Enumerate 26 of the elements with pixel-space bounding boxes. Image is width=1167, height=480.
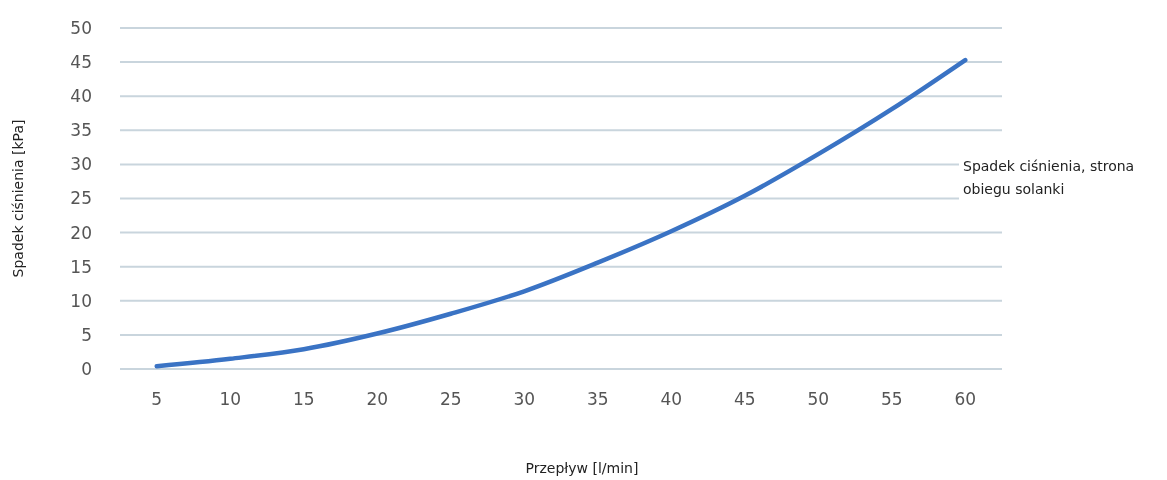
x-tick-label: 35: [586, 389, 609, 409]
y-tick-label: 0: [81, 358, 92, 379]
y-tick-label: 25: [70, 188, 92, 209]
x-tick-label: 30: [513, 389, 536, 409]
x-tick-label: 25: [439, 389, 462, 409]
x-tick-label: 15: [292, 389, 315, 409]
x-tick-label: 10: [219, 389, 242, 409]
y-axis-title: Spadek ciśnienia [kPa]: [10, 119, 26, 278]
x-tick-label: 40: [660, 389, 683, 409]
y-tick-label: 35: [70, 120, 92, 141]
x-tick-label: 45: [733, 389, 756, 409]
x-axis-title: Przepływ [l/min]: [525, 460, 639, 476]
y-tick-label: 30: [70, 154, 92, 175]
x-tick-label: 5: [151, 389, 163, 409]
text: Spadek ciśnienia, strona obiegu solanki: [963, 158, 1135, 197]
x-tick-label: 60: [954, 389, 977, 409]
x-tick-label: 50: [807, 389, 830, 409]
y-tick-label: 45: [70, 52, 92, 73]
y-tick-label: 40: [70, 86, 92, 107]
y-tick-label: 10: [70, 290, 92, 311]
y-tick-label: 20: [70, 222, 92, 243]
y-tick-label: 5: [81, 324, 92, 345]
y-tick-label: 50: [70, 17, 92, 38]
x-tick-label: 55: [880, 389, 903, 409]
x-tick-label: 20: [366, 389, 389, 409]
y-tick-label: 15: [70, 256, 92, 277]
